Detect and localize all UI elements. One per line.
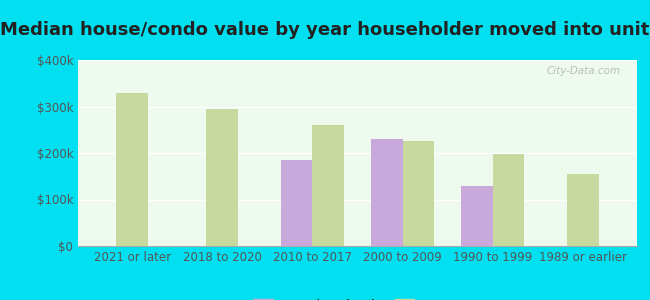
Bar (567, 174, 599, 246)
Text: Median house/condo value by year householder moved into unit: Median house/condo value by year househo… (0, 21, 650, 39)
Bar (281, 160, 313, 246)
Bar (462, 185, 493, 246)
Bar (402, 141, 434, 246)
Bar (207, 109, 238, 246)
Bar (116, 92, 148, 246)
Bar (313, 125, 344, 246)
Bar (371, 139, 402, 246)
Text: City-Data.com: City-Data.com (546, 66, 620, 76)
Legend: Granite Shoals, Texas: Granite Shoals, Texas (248, 293, 467, 300)
Bar (493, 154, 525, 246)
